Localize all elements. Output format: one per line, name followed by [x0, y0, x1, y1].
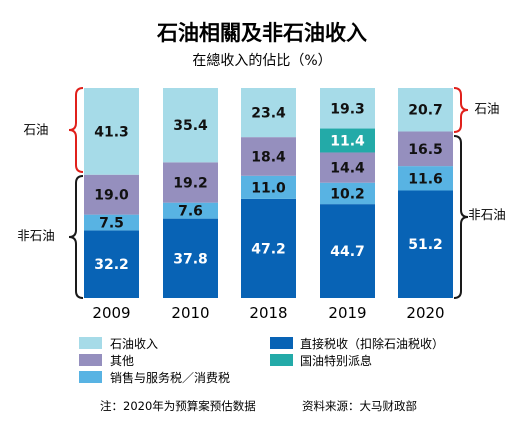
x-tick-2010: 2010 — [171, 304, 209, 322]
legend-label-oil: 石油收入 — [110, 337, 158, 351]
chart-subtitle: 在總收入的佔比（%） — [192, 52, 331, 69]
data-label-2018-s2: 18.4 — [251, 149, 286, 165]
bars-group: 32.2 7.5 19.0 41.3 37.8 7.6 19.2 35.4 47.2 11.0 18… — [84, 88, 453, 298]
legend-label-sst: 销售与服务税／消费税 — [110, 370, 230, 385]
x-tick-2019: 2019 — [328, 304, 366, 322]
x-tick-2020: 2020 — [406, 304, 444, 322]
legend-label-petronas-dividend: 国油特别派息 — [300, 353, 372, 368]
data-label-2010-s2: 19.2 — [173, 176, 208, 192]
bar-segment-2019-s2 — [320, 152, 375, 183]
bar-segment-2019-s1 — [320, 182, 375, 205]
data-label-2009-s2: 19.0 — [94, 188, 129, 204]
x-tick-2009: 2009 — [92, 304, 130, 322]
data-label-2010-s0: 37.8 — [173, 251, 208, 267]
legend-label-other: 其他 — [110, 354, 134, 368]
bar-segment-2018-s4 — [241, 88, 296, 138]
data-label-2019-s3: 11.4 — [330, 134, 365, 150]
bar-segment-2020-s1 — [398, 166, 453, 191]
data-label-2009-s4: 41.3 — [94, 124, 129, 140]
legend-swatch-sst — [79, 371, 102, 383]
bar-segment-2020-s0 — [398, 190, 453, 298]
legend: 石油收入 直接税收（扣除石油税收） 其他 国油特别派息 销售与服务税／消费税 — [79, 336, 444, 385]
bar-segment-2019-s4 — [320, 88, 375, 129]
oil-label-right: 石油 — [474, 101, 499, 116]
nonoil-label-right: 非石油 — [468, 207, 506, 222]
bar-segment-2009-s1 — [84, 214, 139, 231]
data-label-2020-s4: 20.7 — [408, 103, 443, 119]
data-label-2019-s2: 14.4 — [330, 161, 365, 177]
bar-segment-2009-s2 — [84, 174, 139, 215]
bar-segment-2019-s3 — [320, 128, 375, 153]
bar-segment-2020-s4 — [398, 88, 453, 132]
bar-segment-2018-s0 — [241, 198, 296, 298]
bar-segment-2009-s4 — [84, 88, 139, 175]
nonoil-bracket-left — [68, 175, 84, 299]
bar-segment-2010-s0 — [163, 218, 218, 298]
bar-segment-2018-s2 — [241, 137, 296, 176]
legend-swatch-direct-tax — [270, 337, 293, 349]
bar-segment-2018-s1 — [241, 175, 296, 199]
source-note: 资料来源：大马财政部 — [302, 399, 417, 413]
year-labels: 2009 2010 2018 2019 2020 — [92, 304, 444, 322]
oil-bracket-right — [453, 87, 469, 133]
oil-label-left: 石油 — [23, 122, 48, 137]
nonoil-bracket-right — [453, 135, 469, 299]
bar-segment-2010-s4 — [163, 88, 218, 163]
data-label-2020-s2: 16.5 — [408, 142, 443, 158]
data-label-2018-s4: 23.4 — [251, 106, 286, 122]
x-tick-2018: 2018 — [249, 304, 287, 322]
data-label-2018-s1: 11.0 — [251, 180, 286, 196]
data-label-2009-s0: 32.2 — [94, 257, 129, 273]
nonoil-label-left: 非石油 — [17, 228, 55, 243]
data-label-2010-s1: 7.6 — [178, 204, 203, 220]
bar-segment-2019-s0 — [320, 204, 375, 298]
data-label-2019-s1: 10.2 — [330, 186, 365, 202]
bar-segment-2010-s2 — [163, 162, 218, 203]
legend-swatch-other — [79, 354, 102, 366]
bar-segment-2010-s1 — [163, 202, 218, 219]
data-label-2010-s4: 35.4 — [173, 118, 208, 134]
legend-label-direct-tax: 直接税收（扣除石油税收） — [300, 336, 444, 351]
data-label-2019-s0: 44.7 — [330, 244, 365, 260]
legend-swatch-oil — [79, 337, 102, 349]
legend-swatch-petronas-dividend — [270, 354, 293, 366]
data-label-2020-s0: 51.2 — [408, 237, 443, 253]
oil-bracket-left — [68, 87, 84, 173]
bar-segment-2009-s0 — [84, 230, 139, 298]
footnote: 注：2020年为预算案预估数据 — [100, 399, 256, 413]
data-label-2019-s4: 19.3 — [330, 101, 365, 117]
data-label-2009-s1: 7.5 — [99, 216, 124, 232]
data-label-2020-s1: 11.6 — [408, 171, 443, 187]
bar-segment-2020-s2 — [398, 131, 453, 167]
data-label-2018-s0: 47.2 — [251, 241, 286, 257]
chart-title: 石油相關及非石油收入 — [156, 21, 367, 45]
